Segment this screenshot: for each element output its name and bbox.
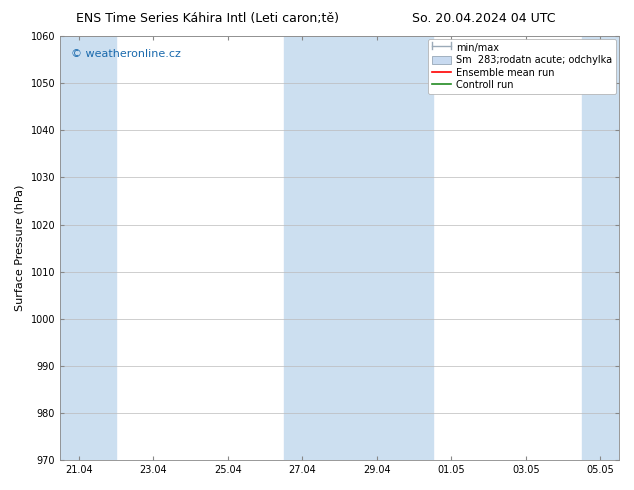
Y-axis label: Surface Pressure (hPa): Surface Pressure (hPa): [15, 185, 25, 311]
Text: So. 20.04.2024 04 UTC: So. 20.04.2024 04 UTC: [412, 12, 555, 25]
Bar: [582, 36, 619, 460]
Text: © weatheronline.cz: © weatheronline.cz: [71, 49, 181, 59]
Bar: [60, 36, 116, 460]
Bar: [283, 36, 432, 460]
Text: ENS Time Series Káhira Intl (Leti caron;tě): ENS Time Series Káhira Intl (Leti caron;…: [76, 12, 339, 25]
Legend: min/max, Sm  283;rodatn acute; odchylka, Ensemble mean run, Controll run: min/max, Sm 283;rodatn acute; odchylka, …: [428, 39, 616, 94]
